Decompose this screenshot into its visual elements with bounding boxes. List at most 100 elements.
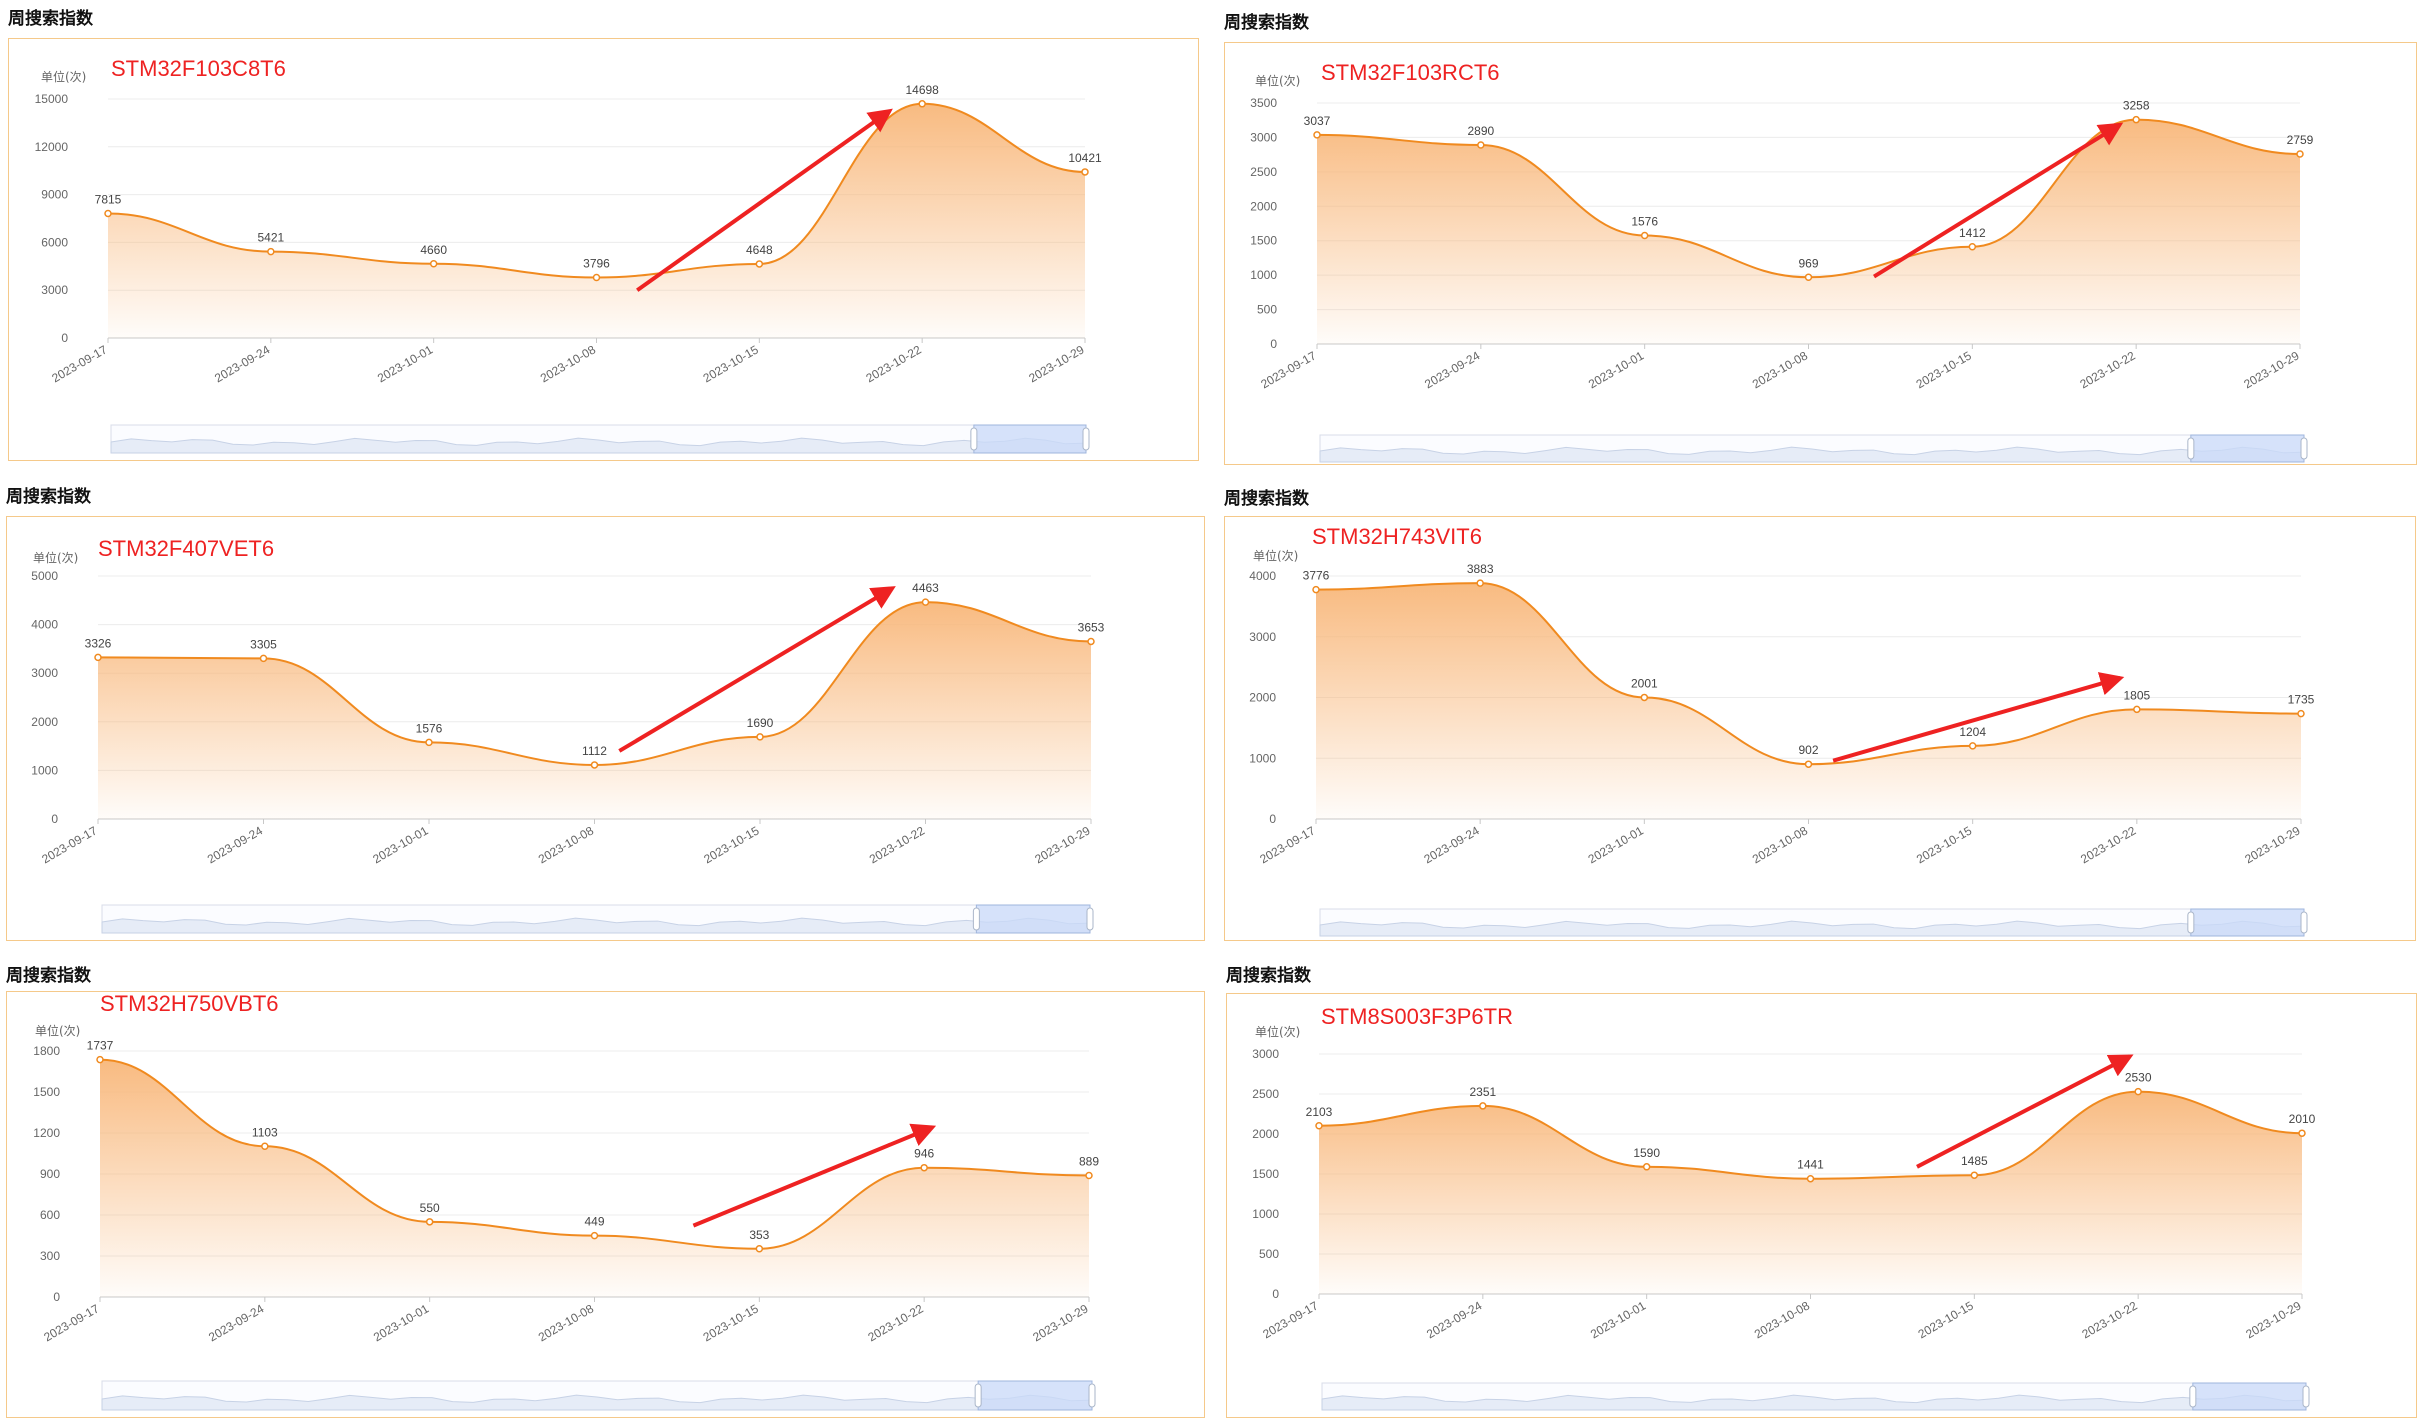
data-label: 1412 (1959, 226, 1986, 240)
data-point[interactable] (592, 273, 601, 282)
data-point[interactable] (425, 738, 433, 747)
data-point[interactable] (756, 733, 764, 741)
data-point[interactable] (1804, 273, 1813, 282)
data-point[interactable] (1970, 1171, 1979, 1179)
data-point[interactable] (1806, 1174, 1815, 1183)
zoom-handle-left[interactable] (2189, 1385, 2197, 1408)
data-point[interactable] (1312, 585, 1320, 594)
data-point[interactable] (755, 1245, 764, 1253)
data-point[interactable] (1640, 693, 1649, 702)
data-point[interactable] (918, 100, 926, 108)
data-point[interactable] (590, 761, 599, 769)
chart-title: STM32H750VBT6 (100, 992, 279, 1016)
section-title-3: 周搜索指数 (6, 487, 91, 507)
x-tick-label: 2023-10-22 (866, 1301, 926, 1344)
data-point[interactable] (1081, 168, 1089, 176)
data-label: 1485 (1961, 1154, 1988, 1168)
data-point[interactable] (261, 1142, 269, 1151)
y-tick-label: 900 (40, 1167, 60, 1181)
data-point[interactable] (1087, 637, 1095, 646)
data-point[interactable] (2296, 150, 2304, 158)
data-point[interactable] (755, 260, 764, 268)
zoom-handle-right[interactable] (1088, 1383, 1096, 1408)
area-fill (1316, 583, 2301, 819)
data-point[interactable] (1642, 1163, 1651, 1171)
chart-title: STM8S003F3P6TR (1321, 1004, 1513, 1029)
y-tick-label: 300 (40, 1249, 60, 1263)
data-point[interactable] (590, 1231, 599, 1240)
data-point[interactable] (425, 1218, 434, 1226)
chart-title: STM32F103C8T6 (111, 56, 286, 81)
zoom-handle-left[interactable] (972, 907, 980, 931)
data-point[interactable] (1479, 1102, 1487, 1110)
data-zoom-slider[interactable] (101, 904, 1094, 934)
data-point[interactable] (2297, 709, 2305, 718)
data-point[interactable] (1804, 760, 1813, 768)
data-point[interactable] (1313, 131, 1321, 139)
data-label: 1805 (2123, 688, 2150, 702)
data-zoom-slider[interactable] (1321, 1382, 2310, 1411)
zoom-handle-left[interactable] (974, 1383, 982, 1408)
data-point[interactable] (1640, 231, 1649, 240)
x-tick-label: 2023-10-29 (2242, 823, 2302, 866)
zoom-handle-right[interactable] (2300, 437, 2308, 460)
zoom-handle-right[interactable] (2300, 911, 2308, 934)
x-tick-label: 2023-10-08 (538, 342, 598, 385)
data-point[interactable] (1085, 1171, 1093, 1180)
data-label: 3305 (250, 637, 277, 651)
data-point[interactable] (2132, 115, 2140, 124)
data-point[interactable] (1315, 1122, 1323, 1130)
zoom-handle-left[interactable] (2187, 437, 2195, 460)
zoom-selection[interactable] (975, 904, 1091, 934)
data-label: 1737 (87, 1039, 114, 1053)
data-point[interactable] (259, 654, 268, 663)
data-point[interactable] (1968, 243, 1977, 251)
data-point[interactable] (96, 1055, 104, 1064)
data-point[interactable] (1477, 141, 1485, 149)
data-point[interactable] (1476, 579, 1484, 587)
section-title-2: 周搜索指数 (1224, 13, 1309, 33)
chart-panel-stm32f103rct6: 0 500 1000 1500 2000 2500 3000 3500 单位(次) STM32F1… (1224, 42, 2417, 465)
y-tick-label: 2000 (1250, 199, 1277, 213)
data-label: 4660 (420, 243, 447, 257)
data-point[interactable] (94, 653, 102, 662)
x-tick-label: 2023-09-24 (205, 823, 265, 866)
data-point[interactable] (1968, 742, 1977, 750)
zoom-handle-right[interactable] (1082, 427, 1090, 451)
zoom-selection[interactable] (2192, 1382, 2307, 1411)
data-zoom-slider[interactable] (1319, 908, 2308, 937)
x-tick-label: 2023-10-22 (867, 823, 927, 866)
chart-svg: 0 300 600 900 1200 1500 1800 单位(次) STM32H750VBT6… (33, 992, 1099, 1411)
zoom-handle-left[interactable] (970, 427, 978, 451)
zoom-handle-right[interactable] (1086, 907, 1094, 931)
zoom-selection[interactable] (977, 1380, 1093, 1411)
data-point[interactable] (267, 247, 275, 256)
data-point[interactable] (2134, 1087, 2142, 1096)
data-point[interactable] (429, 260, 438, 268)
chart-panel-stm32h743vit6: 0 1000 2000 3000 4000 单位(次) STM32H743VIT6 3776 2… (1224, 516, 2416, 941)
zoom-selection[interactable] (2190, 908, 2305, 937)
data-label: 3796 (583, 257, 610, 271)
x-tick-label: 2023-09-17 (39, 823, 99, 866)
data-point[interactable] (2298, 1129, 2306, 1137)
section-title-5: 周搜索指数 (6, 966, 91, 986)
y-tick-label: 600 (40, 1208, 60, 1222)
trend-arrow (1832, 672, 2125, 763)
data-point[interactable] (104, 209, 112, 218)
x-tick-label: 2023-10-29 (1026, 342, 1086, 385)
data-point[interactable] (921, 598, 930, 606)
zoom-handle-right[interactable] (2302, 1385, 2310, 1408)
zoom-handle-left[interactable] (2187, 911, 2195, 934)
data-label: 2890 (1467, 124, 1494, 138)
data-point[interactable] (2133, 705, 2141, 714)
data-zoom-slider[interactable] (101, 1380, 1096, 1411)
x-tick-label: 2023-10-08 (1750, 823, 1810, 866)
trend-arrow (1916, 1054, 2134, 1169)
y-tick-label: 0 (61, 331, 68, 345)
zoom-selection[interactable] (973, 424, 1087, 454)
data-zoom-slider[interactable] (1319, 434, 2308, 463)
data-zoom-slider[interactable] (110, 424, 1090, 454)
zoom-selection[interactable] (2190, 434, 2305, 463)
section-title-4: 周搜索指数 (1224, 489, 1309, 509)
data-point[interactable] (920, 1163, 928, 1172)
